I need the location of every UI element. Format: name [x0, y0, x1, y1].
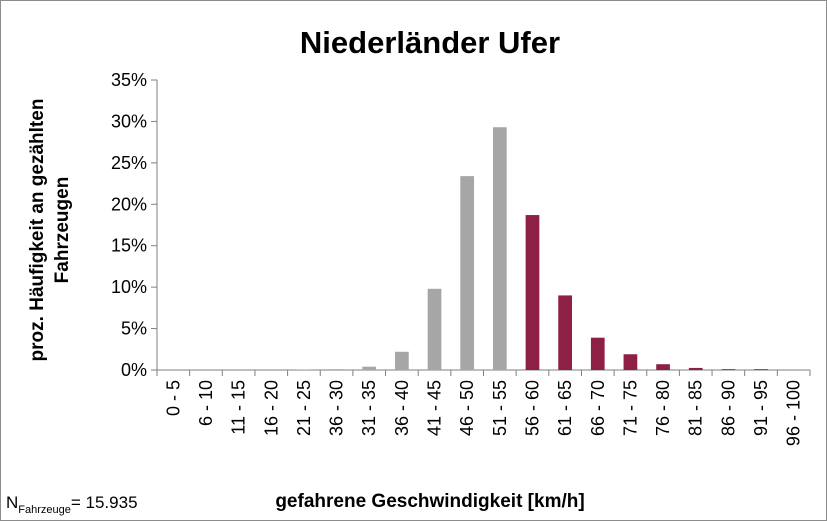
x-tick-label: 31 - 35 — [359, 380, 379, 436]
x-tick-label: 16 - 20 — [261, 380, 281, 436]
x-tick-label: 36 - 30 — [327, 380, 347, 436]
bar — [721, 369, 736, 370]
chart-title: Niederländer Ufer — [300, 25, 560, 60]
x-tick-label: 66 - 70 — [588, 380, 608, 436]
bar — [688, 367, 703, 370]
y-tick-label: 5% — [121, 319, 147, 339]
note-text: N — [6, 493, 18, 512]
bar — [329, 369, 344, 370]
x-tick-label: 0 - 5 — [163, 380, 183, 416]
y-tick-label: 35% — [111, 70, 147, 90]
x-tick-label: 46 - 50 — [457, 380, 477, 436]
bar — [362, 366, 377, 370]
note-subscript: Fahrzeuge — [18, 504, 71, 516]
bar — [525, 215, 540, 370]
x-axis-label: gefahrene Geschwindigkeit [km/h] — [275, 491, 584, 512]
bar — [656, 364, 670, 370]
x-tick-label: 61 - 65 — [555, 380, 575, 436]
x-tick-label: 71 - 75 — [620, 380, 640, 436]
note: NFahrzeuge= 15.935 — [6, 493, 138, 516]
y-axis-label: Fahrzeugen — [52, 177, 73, 284]
y-tick-label: 20% — [111, 194, 147, 214]
bar — [623, 354, 638, 370]
bar — [590, 337, 605, 370]
x-tick-label: 41 - 45 — [425, 380, 445, 436]
y-tick-label: 0% — [121, 360, 147, 380]
bar — [492, 127, 507, 370]
x-tick-label: 96 - 100 — [784, 380, 804, 446]
note-suffix: = 15.935 — [71, 493, 138, 512]
x-tick-label: 86 - 90 — [718, 380, 738, 436]
x-tick-label: 6 - 10 — [196, 380, 216, 426]
x-tick-label: 21 - 25 — [294, 380, 314, 436]
x-tick-label: 76 - 80 — [653, 380, 673, 436]
bar — [558, 295, 572, 370]
y-tick-label: 15% — [111, 236, 147, 256]
x-tick-label: 56 - 60 — [522, 380, 542, 436]
bar — [460, 176, 475, 370]
y-tick-label: 10% — [111, 277, 147, 297]
bar — [754, 369, 768, 370]
x-tick-label: 51 - 55 — [490, 380, 510, 436]
x-tick-label: 36 - 40 — [392, 380, 412, 436]
bar — [395, 351, 409, 370]
x-tick-label: 91 - 95 — [751, 380, 771, 436]
x-tick-label: 11 - 15 — [229, 380, 249, 435]
y-tick-label: 30% — [111, 111, 147, 131]
bar — [427, 288, 442, 370]
y-tick-label: 25% — [111, 153, 147, 173]
y-axis-label: proz. Häufigkeit an gezählten — [27, 99, 48, 362]
x-tick-label: 81 - 85 — [686, 380, 706, 436]
